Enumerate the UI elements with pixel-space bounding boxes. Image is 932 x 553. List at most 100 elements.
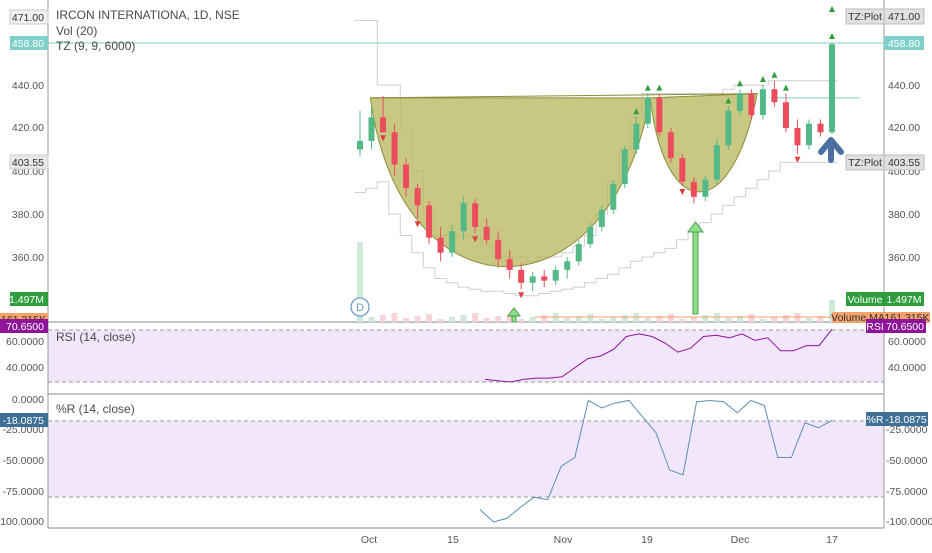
rsi-line[interactable] <box>484 328 833 383</box>
candle-body <box>414 188 421 206</box>
volume-bar <box>771 317 778 322</box>
wr-tick: -50.0000 <box>886 455 928 467</box>
wr-axis: 0.0000 -25.0000 -50.0000 -75.0000 -100.0… <box>0 394 932 528</box>
vol-indicator-label[interactable]: Vol (20) <box>56 24 97 38</box>
svg-text:TZ:Plot: TZ:Plot <box>848 11 882 23</box>
candle-body <box>713 145 720 180</box>
volume-bar <box>541 315 548 322</box>
tz-indicator-label[interactable]: TZ (9, 9, 6000) <box>56 39 135 53</box>
candle-body <box>759 89 766 116</box>
volume-bar <box>736 316 743 322</box>
chart-title: IRCON INTERNATIONA, 1D, NSE <box>56 8 240 22</box>
buy-signal-triangle <box>771 71 778 78</box>
svg-text:458.80: 458.80 <box>12 38 44 50</box>
candle-body <box>403 164 410 189</box>
candle-body <box>771 89 778 103</box>
candle-body <box>460 203 467 232</box>
candle-body <box>656 97 663 133</box>
volume-bar <box>587 314 594 322</box>
time-tick: Oct <box>361 534 377 546</box>
candle-body <box>794 128 801 146</box>
volume-bar <box>644 318 651 322</box>
candle-body <box>667 132 674 159</box>
badge-right-wr: %R -18.0875 <box>866 412 928 426</box>
wr-tick: -75.0000 <box>886 486 928 498</box>
svg-text:70.6500: 70.6500 <box>6 321 44 333</box>
svg-text:%R: %R <box>867 414 884 426</box>
candle-body <box>426 205 433 238</box>
dividend-marker[interactable]: D <box>350 297 370 317</box>
price-axis-left: 440.00 420.00 400.00 380.00 360.00 <box>12 80 44 264</box>
candle-body <box>621 149 628 184</box>
breakout-arrow-up-green <box>687 221 704 315</box>
buy-signal-triangle <box>829 6 835 12</box>
wr-tick: -100.0000 <box>886 516 932 528</box>
price-tick: 360.00 <box>888 252 920 264</box>
time-tick: 19 <box>641 534 653 546</box>
candle-body <box>483 226 490 240</box>
buy-signal-triangle <box>656 84 663 91</box>
volume-bar <box>506 314 513 322</box>
rsi-tick: 60.0000 <box>888 336 926 348</box>
candle-body <box>817 123 824 133</box>
candle-body <box>529 276 536 283</box>
candle-body <box>518 269 525 283</box>
price-tick: 440.00 <box>12 80 44 92</box>
price-axis-right: 440.00 420.00 400.00 380.00 360.00 <box>888 80 920 264</box>
wr-tick: -25.0000 <box>886 424 928 436</box>
candlestick-series[interactable] <box>357 42 835 292</box>
wr-tick: 0.0000 <box>12 394 44 406</box>
svg-text:471.00: 471.00 <box>888 11 920 23</box>
candle-body <box>644 97 651 124</box>
cup-shape <box>369 97 651 268</box>
svg-text:-18.0875: -18.0875 <box>3 415 45 427</box>
volume-bar <box>380 315 387 322</box>
volume-bar <box>621 315 628 322</box>
sell-signal-triangle <box>518 292 525 299</box>
candle-body <box>782 102 789 128</box>
time-tick: Dec <box>731 534 750 546</box>
buy-signal-triangle <box>644 84 651 91</box>
badge-left-403: 403.55 <box>9 154 49 170</box>
svg-text:471.00: 471.00 <box>12 12 44 24</box>
volume-bar <box>460 315 467 322</box>
buy-signal-triangle <box>829 33 835 39</box>
volume-bar <box>426 314 433 322</box>
volume-bar <box>667 314 674 322</box>
candle-body <box>575 244 582 262</box>
svg-text:403.55: 403.55 <box>12 157 44 169</box>
volume-bar <box>495 316 502 322</box>
williams-r-line[interactable] <box>479 399 833 523</box>
breakout-arrow-up-blue <box>818 137 844 163</box>
rsi-indicator-label[interactable]: RSI (14, close) <box>56 330 135 344</box>
candle-body <box>690 181 697 197</box>
price-tick: 360.00 <box>12 252 44 264</box>
volume-bar <box>748 314 755 322</box>
svg-text:458.80: 458.80 <box>888 38 920 50</box>
volume-bar <box>357 242 363 322</box>
volume-bar <box>598 319 605 322</box>
sell-signal-triangle <box>794 156 801 163</box>
price-tick: 420.00 <box>12 122 44 134</box>
candle-body <box>449 231 456 253</box>
badge-right-458: 458.80 <box>884 36 924 50</box>
volume-bar <box>759 319 766 322</box>
volume-bar <box>702 315 709 322</box>
candle-body <box>437 237 444 253</box>
volume-bar <box>437 319 444 322</box>
rsi-band <box>48 330 884 382</box>
wr-band <box>48 421 884 497</box>
wr-indicator-label[interactable]: %R (14, close) <box>56 402 135 416</box>
svg-text:1.497M: 1.497M <box>886 294 921 306</box>
volume-bar <box>414 316 421 322</box>
svg-text:70.6500: 70.6500 <box>886 321 924 333</box>
volume-bar <box>518 319 525 322</box>
volume-bars <box>357 242 884 322</box>
price-tick: 380.00 <box>888 209 920 221</box>
badge-right-volume: Volume 1.497M <box>846 292 924 306</box>
candle-body <box>564 261 571 270</box>
sell-signal-triangle <box>414 221 421 228</box>
sell-signal-triangle <box>380 135 387 142</box>
